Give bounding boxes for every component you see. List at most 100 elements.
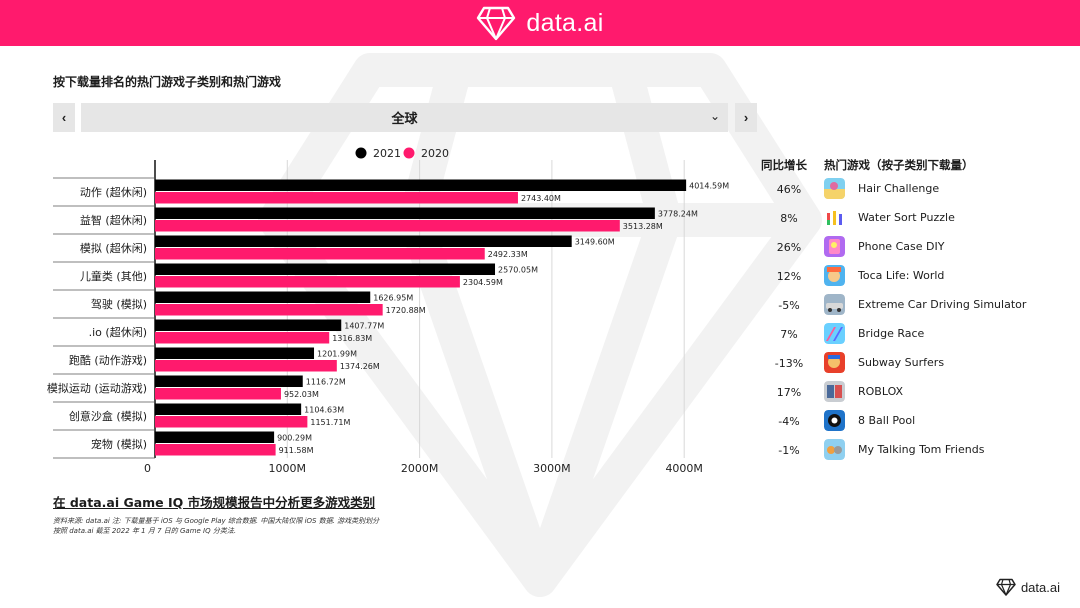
table-row: -1% My Talking Tom Friends bbox=[750, 436, 1050, 464]
games-column-header: 热门游戏（按子类别下载量） bbox=[824, 158, 974, 172]
category-label: 模拟 (超休闲) bbox=[80, 241, 147, 255]
growth-value: -13% bbox=[774, 357, 804, 370]
growth-value: 46% bbox=[776, 183, 802, 196]
hair-challenge-app-icon bbox=[824, 178, 845, 199]
table-row: 46% Hair Challenge bbox=[750, 175, 1050, 203]
x-tick-label: 2000M bbox=[401, 462, 439, 475]
bar-value-label: 911.58M bbox=[279, 446, 314, 455]
growth-value: 8% bbox=[780, 212, 798, 225]
subway-surfers-app-icon bbox=[824, 352, 845, 373]
footer-brand-name: data.ai bbox=[1020, 579, 1060, 595]
bar-2020 bbox=[155, 332, 330, 344]
game-name: Toca Life: World bbox=[858, 269, 945, 282]
category-label: .io (超休闲) bbox=[89, 325, 147, 339]
bar-2021 bbox=[155, 375, 303, 387]
game-name: Bridge Race bbox=[858, 327, 925, 340]
table-row: 17% ROBLOX bbox=[750, 378, 1050, 406]
roblox-app-icon bbox=[824, 381, 845, 402]
x-tick-label: 3000M bbox=[533, 462, 571, 475]
bar-value-label: 1407.77M bbox=[344, 322, 384, 331]
game-name: Hair Challenge bbox=[858, 182, 940, 195]
legend-dot-2020 bbox=[403, 147, 415, 159]
table-row: 8% Water Sort Puzzle bbox=[750, 204, 1050, 232]
bar-value-label: 1720.88M bbox=[386, 306, 426, 315]
header-bar: data.ai bbox=[0, 0, 1080, 46]
category-label: 跑酷 (动作游戏) bbox=[69, 353, 147, 367]
growth-value: 12% bbox=[776, 270, 802, 283]
legend-dot-2021 bbox=[355, 147, 367, 159]
game-name: My Talking Tom Friends bbox=[858, 443, 985, 456]
bar-2020 bbox=[155, 248, 485, 260]
bar-value-label: 1201.99M bbox=[317, 350, 357, 359]
table-row: -4% 8 Ball Pool bbox=[750, 407, 1050, 435]
bar-value-label: 900.29M bbox=[277, 434, 312, 443]
category-label: 动作 (超休闲) bbox=[80, 185, 147, 199]
bar-2020 bbox=[155, 304, 383, 316]
phone-case-diy-app-icon bbox=[824, 236, 845, 257]
game-iq-report-link[interactable]: 在 data.ai Game IQ 市场规模报告中分析更多游戏类别 bbox=[53, 495, 376, 510]
category-label: 创意沙盒 (模拟) bbox=[69, 409, 147, 423]
category-label: 儿童类 (其他) bbox=[80, 269, 147, 283]
bar-2020 bbox=[155, 220, 620, 232]
bar-value-label: 4014.59M bbox=[689, 182, 729, 191]
game-name: 8 Ball Pool bbox=[858, 414, 916, 427]
category-label: 益智 (超休闲) bbox=[80, 213, 147, 227]
footer-brand: data.ai bbox=[996, 578, 1060, 596]
bar-value-label: 1151.71M bbox=[310, 418, 350, 427]
bar-value-label: 1374.26M bbox=[340, 362, 380, 371]
game-name: Water Sort Puzzle bbox=[858, 211, 955, 224]
bar-value-label: 3513.28M bbox=[623, 222, 663, 231]
prev-region-button[interactable]: ‹ bbox=[53, 103, 75, 132]
table-row: 26% Phone Case DIY bbox=[750, 233, 1050, 261]
next-region-button[interactable]: › bbox=[735, 103, 757, 132]
bar-2020 bbox=[155, 276, 460, 288]
table-row: 7% Bridge Race bbox=[750, 320, 1050, 348]
bar-2021 bbox=[155, 263, 496, 275]
bar-2021 bbox=[155, 179, 687, 191]
bar-value-label: 2492.33M bbox=[488, 250, 528, 259]
bar-2020 bbox=[155, 360, 337, 372]
diamond-logo-icon bbox=[996, 578, 1016, 596]
game-name: Subway Surfers bbox=[858, 356, 945, 369]
source-note: 资料来源: data.ai 注: 下载量基于 iOS 与 Google Play… bbox=[53, 516, 393, 536]
game-name: Extreme Car Driving Simulator bbox=[858, 298, 1027, 311]
bar-2021 bbox=[155, 319, 342, 331]
chevron-left-icon: ‹ bbox=[61, 110, 67, 125]
water-sort-puzzle-app-icon bbox=[824, 207, 845, 228]
bar-value-label: 952.03M bbox=[284, 390, 319, 399]
bar-2021 bbox=[155, 347, 315, 359]
bar-2021 bbox=[155, 207, 655, 219]
source-note-line-1: 资料来源: data.ai 注: 下载量基于 iOS 与 Google Play… bbox=[53, 517, 380, 525]
bar-value-label: 2570.05M bbox=[498, 266, 538, 275]
bar-2021 bbox=[155, 291, 371, 303]
bar-2020 bbox=[155, 416, 308, 428]
region-dropdown[interactable]: 全球 ⌄ bbox=[81, 103, 728, 132]
bar-value-label: 3149.60M bbox=[575, 238, 615, 247]
legend-label: 2021 bbox=[373, 147, 401, 160]
table-row: -5% Extreme Car Driving Simulator bbox=[750, 291, 1050, 319]
bar-2021 bbox=[155, 403, 302, 415]
bar-value-label: 1116.72M bbox=[306, 378, 346, 387]
growth-value: -5% bbox=[778, 299, 800, 312]
growth-column-header: 同比增长 bbox=[761, 158, 807, 172]
growth-value: -4% bbox=[778, 415, 800, 428]
page-title: 按下载量排名的热门游戏子类别和热门游戏 bbox=[53, 75, 282, 89]
bar-value-label: 2304.59M bbox=[463, 278, 503, 287]
x-tick-label: 1000M bbox=[269, 462, 307, 475]
growth-value: -1% bbox=[778, 444, 800, 457]
growth-value: 7% bbox=[780, 328, 798, 341]
growth-value: 17% bbox=[776, 386, 802, 399]
table-row: -13% Subway Surfers bbox=[750, 349, 1050, 377]
category-label: 驾驶 (模拟) bbox=[91, 297, 147, 311]
bar-2020 bbox=[155, 192, 518, 204]
game-name: Phone Case DIY bbox=[858, 240, 945, 253]
bar-2021 bbox=[155, 235, 572, 247]
toca-life-app-icon bbox=[824, 265, 845, 286]
category-label: 宠物 (模拟) bbox=[91, 437, 147, 451]
game-name: ROBLOX bbox=[858, 385, 904, 398]
bar-value-label: 1316.83M bbox=[332, 334, 372, 343]
bridge-race-app-icon bbox=[824, 323, 845, 344]
region-selected-value: 全球 bbox=[391, 112, 418, 127]
